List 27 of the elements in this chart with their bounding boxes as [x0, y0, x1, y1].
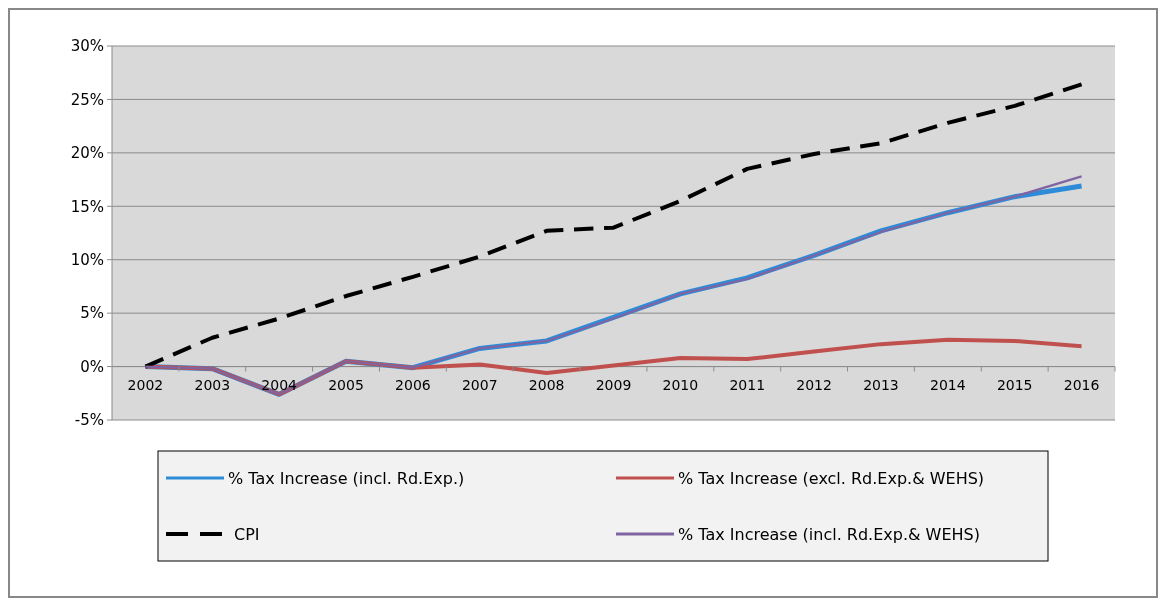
- x-tick-label: 2014: [930, 376, 966, 393]
- x-tick-label: 2012: [796, 376, 832, 393]
- x-tick-label: 2008: [528, 376, 565, 393]
- legend-label: CPI: [234, 524, 260, 544]
- x-tick-label: 2003: [194, 376, 231, 393]
- y-tick-label: 15%: [70, 197, 104, 216]
- y-tick-label: 20%: [70, 144, 104, 163]
- x-tick-label: 2002: [127, 376, 164, 393]
- x-tick-label: 2013: [863, 376, 899, 393]
- x-tick-label: 2011: [729, 376, 766, 393]
- legend-label: % Tax Increase (incl. Rd.Exp.): [228, 468, 465, 488]
- y-tick-label: -5%: [74, 411, 104, 430]
- x-tick-label: 2005: [328, 376, 364, 393]
- x-tick-label: 2010: [662, 376, 699, 393]
- y-tick-label: 30%: [70, 37, 104, 56]
- x-tick-label: 2015: [996, 376, 1033, 393]
- x-tick-label: 2016: [1063, 376, 1100, 393]
- x-tick-label: 2006: [395, 376, 431, 393]
- y-tick-label: 0%: [80, 357, 104, 376]
- x-tick-label: 2007: [461, 376, 498, 393]
- x-tick-label: 2004: [261, 376, 298, 393]
- y-tick-label: 25%: [70, 90, 104, 109]
- legend-label: % Tax Increase (excl. Rd.Exp.& WEHS): [678, 468, 985, 488]
- y-tick-label: 10%: [70, 250, 104, 269]
- y-tick-label: 5%: [80, 304, 104, 323]
- legend-label: % Tax Increase (incl. Rd.Exp.& WEHS): [678, 524, 980, 544]
- x-tick-label: 2009: [595, 376, 632, 393]
